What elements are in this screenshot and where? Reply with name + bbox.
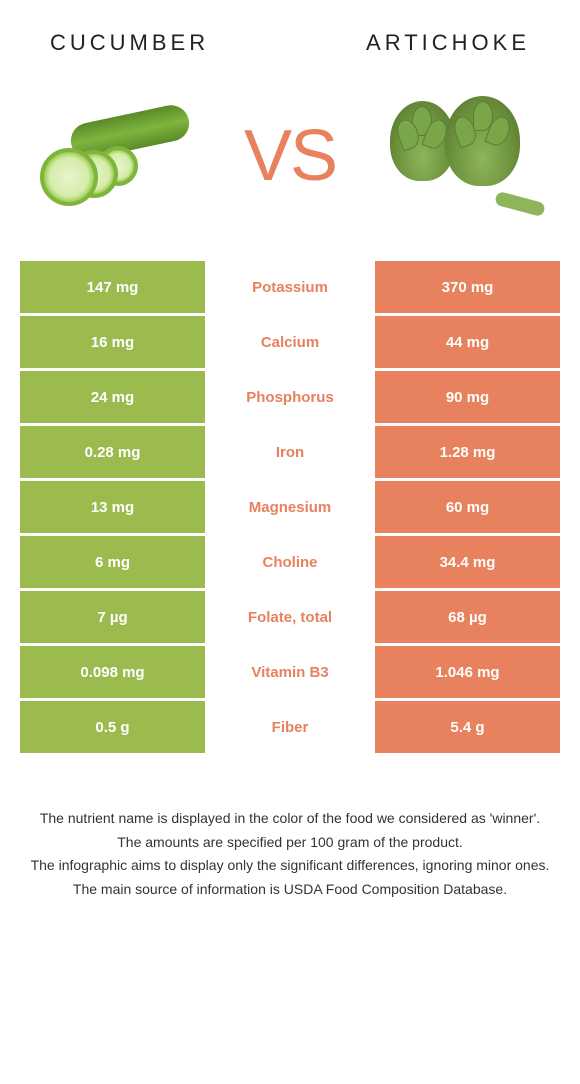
nutrient-label: Vitamin B3 bbox=[205, 646, 375, 698]
left-value: 16 mg bbox=[20, 316, 205, 368]
cucumber-image bbox=[40, 96, 195, 216]
table-row: 147 mgPotassium370 mg bbox=[20, 261, 560, 313]
right-value: 60 mg bbox=[375, 481, 560, 533]
nutrient-label: Magnesium bbox=[205, 481, 375, 533]
table-row: 13 mgMagnesium60 mg bbox=[20, 481, 560, 533]
right-value: 68 µg bbox=[375, 591, 560, 643]
left-value: 0.28 mg bbox=[20, 426, 205, 478]
left-value: 7 µg bbox=[20, 591, 205, 643]
left-value: 0.5 g bbox=[20, 701, 205, 753]
left-value: 147 mg bbox=[20, 261, 205, 313]
right-food-title: ARTICHOKE bbox=[366, 30, 530, 56]
right-value: 5.4 g bbox=[375, 701, 560, 753]
right-value: 90 mg bbox=[375, 371, 560, 423]
left-value: 0.098 mg bbox=[20, 646, 205, 698]
left-value: 6 mg bbox=[20, 536, 205, 588]
right-value: 1.28 mg bbox=[375, 426, 560, 478]
footnotes: The nutrient name is displayed in the co… bbox=[20, 808, 560, 901]
titles-row: CUCUMBER ARTICHOKE bbox=[20, 30, 560, 56]
right-value: 1.046 mg bbox=[375, 646, 560, 698]
artichoke-image bbox=[385, 96, 540, 216]
nutrient-label: Calcium bbox=[205, 316, 375, 368]
footnote-line: The infographic aims to display only the… bbox=[25, 855, 555, 877]
table-row: 7 µgFolate, total68 µg bbox=[20, 591, 560, 643]
nutrient-label: Choline bbox=[205, 536, 375, 588]
nutrient-table: 147 mgPotassium370 mg16 mgCalcium44 mg24… bbox=[20, 261, 560, 753]
hero-row: VS bbox=[20, 96, 560, 216]
table-row: 6 mgCholine34.4 mg bbox=[20, 536, 560, 588]
footnote-line: The nutrient name is displayed in the co… bbox=[25, 808, 555, 830]
footnote-line: The main source of information is USDA F… bbox=[25, 879, 555, 901]
page: CUCUMBER ARTICHOKE VS bbox=[0, 0, 580, 923]
left-value: 24 mg bbox=[20, 371, 205, 423]
nutrient-label: Fiber bbox=[205, 701, 375, 753]
left-value: 13 mg bbox=[20, 481, 205, 533]
table-row: 0.5 gFiber5.4 g bbox=[20, 701, 560, 753]
footnote-line: The amounts are specified per 100 gram o… bbox=[25, 832, 555, 854]
nutrient-label: Potassium bbox=[205, 261, 375, 313]
nutrient-label: Folate, total bbox=[205, 591, 375, 643]
table-row: 24 mgPhosphorus90 mg bbox=[20, 371, 560, 423]
right-value: 370 mg bbox=[375, 261, 560, 313]
table-row: 16 mgCalcium44 mg bbox=[20, 316, 560, 368]
vs-label: VS bbox=[244, 120, 336, 192]
table-row: 0.28 mgIron1.28 mg bbox=[20, 426, 560, 478]
nutrient-label: Iron bbox=[205, 426, 375, 478]
nutrient-label: Phosphorus bbox=[205, 371, 375, 423]
right-value: 44 mg bbox=[375, 316, 560, 368]
left-food-title: CUCUMBER bbox=[50, 30, 209, 56]
table-row: 0.098 mgVitamin B31.046 mg bbox=[20, 646, 560, 698]
right-value: 34.4 mg bbox=[375, 536, 560, 588]
